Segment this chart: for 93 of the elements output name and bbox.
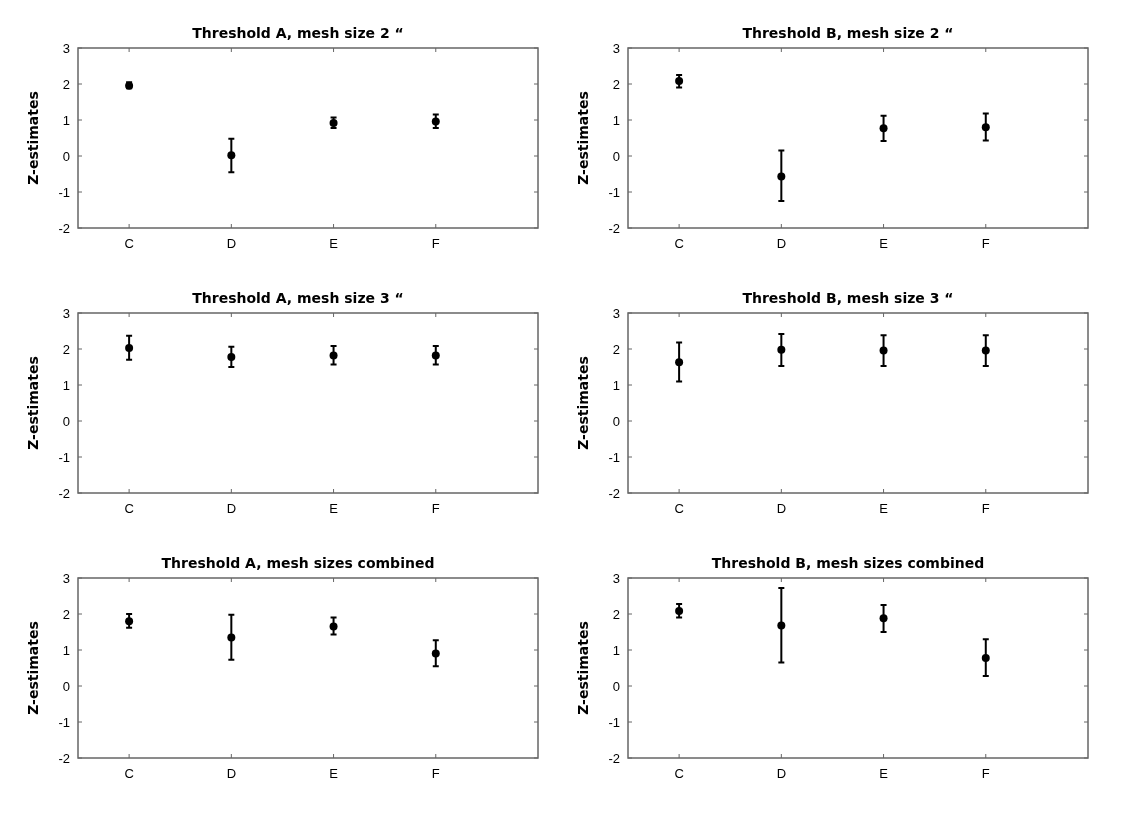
chart-title: Threshold A, mesh sizes combined bbox=[161, 555, 435, 571]
chart-title: Threshold B, mesh sizes combined bbox=[711, 555, 985, 571]
x-tick-label: E bbox=[879, 236, 889, 251]
point bbox=[125, 343, 134, 352]
y-axis-title: Z-estimates bbox=[575, 356, 591, 450]
y-axis-title: Z-estimates bbox=[575, 621, 591, 715]
x-tick-label: D bbox=[226, 766, 237, 781]
y-tick-label: 1 bbox=[612, 642, 620, 658]
chart-title: Threshold A, mesh size 3 “ bbox=[192, 290, 404, 306]
point bbox=[431, 117, 440, 126]
x-tick-label: C bbox=[674, 501, 684, 516]
point bbox=[227, 352, 236, 361]
y-tick-label: 3 bbox=[62, 40, 70, 56]
y-tick-label: 3 bbox=[62, 570, 70, 586]
point bbox=[879, 124, 888, 133]
y-tick-label: 0 bbox=[62, 148, 70, 164]
y-tick-label: 1 bbox=[62, 112, 70, 128]
x-tick-label: C bbox=[124, 501, 134, 516]
x-tick-label: D bbox=[226, 236, 237, 251]
y-tick-label: -2 bbox=[58, 220, 70, 236]
y-tick-label: 1 bbox=[612, 377, 620, 393]
y-tick-label: 2 bbox=[62, 341, 70, 357]
x-tick-label: F bbox=[431, 766, 440, 781]
x-tick-label: E bbox=[329, 501, 339, 516]
x-tick-label: C bbox=[124, 236, 134, 251]
y-tick-label: -1 bbox=[58, 184, 70, 200]
point bbox=[777, 345, 786, 354]
y-tick-label: 2 bbox=[612, 606, 620, 622]
point bbox=[329, 622, 338, 631]
y-tick-label: 0 bbox=[612, 413, 620, 429]
y-tick-label: 0 bbox=[62, 678, 70, 694]
y-tick-label: -1 bbox=[608, 449, 620, 465]
y-tick-label: 0 bbox=[62, 413, 70, 429]
y-tick-label: 3 bbox=[62, 305, 70, 321]
x-tick-label: D bbox=[776, 766, 787, 781]
y-tick-label: 2 bbox=[62, 76, 70, 92]
y-tick-label: -1 bbox=[608, 714, 620, 730]
x-tick-label: E bbox=[879, 766, 889, 781]
x-tick-label: F bbox=[431, 501, 440, 516]
y-tick-label: 2 bbox=[612, 341, 620, 357]
y-tick-label: 1 bbox=[612, 112, 620, 128]
y-axis-title: Z-estimates bbox=[25, 356, 41, 450]
x-tick-label: F bbox=[431, 236, 440, 251]
x-tick-label: C bbox=[674, 236, 684, 251]
y-tick-label: -2 bbox=[608, 485, 620, 501]
point bbox=[431, 649, 440, 658]
x-tick-label: C bbox=[124, 766, 134, 781]
x-tick-label: D bbox=[776, 236, 787, 251]
point bbox=[125, 617, 134, 626]
point bbox=[675, 358, 684, 367]
point bbox=[981, 123, 990, 132]
y-tick-label: 3 bbox=[612, 570, 620, 586]
x-tick-label: E bbox=[879, 501, 889, 516]
chart-title: Threshold B, mesh size 3 “ bbox=[742, 290, 954, 306]
x-tick-label: F bbox=[981, 766, 990, 781]
y-tick-label: 0 bbox=[612, 678, 620, 694]
y-tick-label: -2 bbox=[58, 485, 70, 501]
point bbox=[777, 172, 786, 181]
y-axis-title: Z-estimates bbox=[575, 91, 591, 185]
x-tick-label: E bbox=[329, 766, 339, 781]
chart-title: Threshold A, mesh size 2 “ bbox=[192, 25, 404, 41]
y-axis-title: Z-estimates bbox=[25, 621, 41, 715]
point bbox=[227, 151, 236, 160]
y-tick-label: -2 bbox=[608, 750, 620, 766]
x-tick-label: C bbox=[674, 766, 684, 781]
x-tick-label: F bbox=[981, 236, 990, 251]
y-tick-label: 2 bbox=[612, 76, 620, 92]
y-tick-label: -1 bbox=[58, 714, 70, 730]
point bbox=[329, 351, 338, 360]
y-tick-label: 0 bbox=[612, 148, 620, 164]
point bbox=[981, 346, 990, 355]
point bbox=[981, 653, 990, 662]
x-tick-label: D bbox=[776, 501, 787, 516]
y-axis-title: Z-estimates bbox=[25, 91, 41, 185]
y-tick-label: -2 bbox=[608, 220, 620, 236]
x-tick-label: D bbox=[226, 501, 237, 516]
y-tick-label: 1 bbox=[62, 642, 70, 658]
y-tick-label: -1 bbox=[58, 449, 70, 465]
point bbox=[431, 351, 440, 360]
x-tick-label: F bbox=[981, 501, 990, 516]
y-tick-label: -2 bbox=[58, 750, 70, 766]
point bbox=[879, 614, 888, 623]
y-tick-label: -1 bbox=[608, 184, 620, 200]
y-tick-label: 3 bbox=[612, 40, 620, 56]
y-tick-label: 2 bbox=[62, 606, 70, 622]
x-tick-label: E bbox=[329, 236, 339, 251]
point bbox=[879, 346, 888, 355]
point bbox=[777, 621, 786, 630]
point bbox=[227, 633, 236, 642]
y-tick-label: 3 bbox=[612, 305, 620, 321]
y-tick-label: 1 bbox=[62, 377, 70, 393]
point bbox=[675, 607, 684, 616]
chart-title: Threshold B, mesh size 2 “ bbox=[742, 25, 954, 41]
